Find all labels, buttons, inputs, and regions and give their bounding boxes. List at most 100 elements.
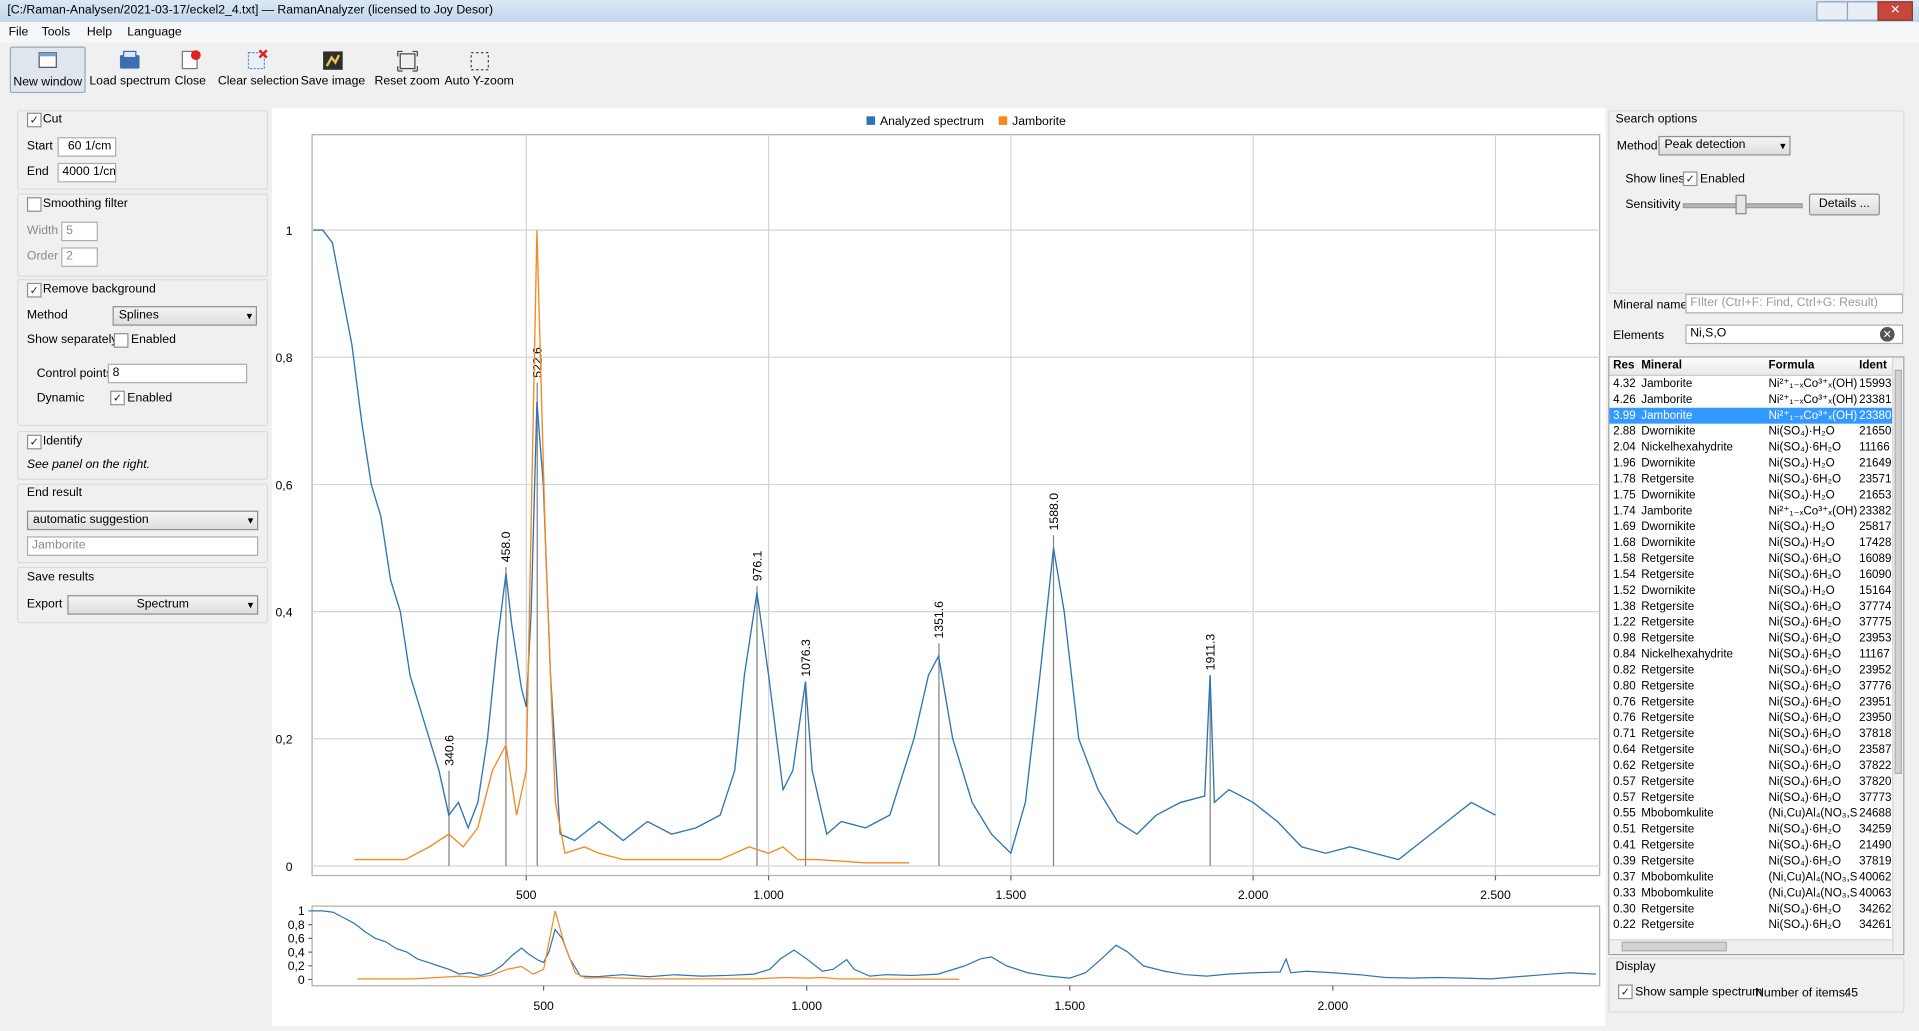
table-row[interactable]: 0.30 Retgersite Ni(SO₄)·6H₂O 34262 (1609, 901, 1892, 917)
table-row[interactable]: 1.38 Retgersite Ni(SO₄)·6H₂O 37774 (1609, 599, 1892, 615)
checkbox[interactable]: ✓ (1682, 171, 1698, 187)
table-row[interactable]: 0.41 Retgersite Ni(SO₄)·6H₂O 21490 (1609, 838, 1892, 854)
column-header[interactable]: Formula (1768, 358, 1815, 373)
table-row[interactable]: 1.22 Retgersite Ni(SO₄)·6H₂O 37775 (1609, 615, 1892, 631)
dropdown[interactable]: Spectrum (67, 595, 259, 615)
table-row[interactable]: 0.55 Mbobomkulite (Ni,Cu)Al₄(NO₃,SO₄)₂2468… (1609, 806, 1892, 822)
dropdown[interactable]: Splines (112, 306, 258, 326)
menu-item[interactable]: Language (127, 25, 182, 40)
table-row[interactable]: 1.96 Dwornikite Ni(SO₄)·H₂O 21649 (1609, 456, 1892, 472)
table-cell: Retgersite (1641, 615, 1695, 630)
checkbox[interactable] (26, 197, 42, 212)
toolbar-button[interactable]: Clear selection (218, 47, 299, 91)
table-row[interactable]: 0.51 Retgersite Ni(SO₄)·6H₂O 34259 (1609, 822, 1892, 838)
table-header: Res Mineral Formula Ident (1609, 357, 1893, 376)
toolbar-button[interactable]: Reset zoom (375, 47, 440, 91)
table-row[interactable]: 0.82 Retgersite Ni(SO₄)·6H₂O 23952 (1609, 662, 1892, 678)
toolbar-button[interactable]: Auto Y-zoom (444, 47, 514, 91)
spinbox[interactable]: 4000 1/cm (57, 162, 117, 183)
table-row[interactable]: 4.26 Jamborite Ni²⁺₁₋ₓCo³⁺ₓ(OH)₂ 23381 (1609, 392, 1892, 408)
spectrum-line (354, 230, 910, 864)
toolbar-button[interactable]: Save image (300, 47, 366, 91)
table-cell: 16090 (1859, 568, 1892, 582)
checkbox[interactable]: ✓ (26, 282, 42, 298)
minimize-button[interactable] (1816, 1, 1849, 21)
table-cell: Retgersite (1641, 695, 1695, 709)
label: End (26, 165, 49, 179)
table-row[interactable]: 0.33 Mbobomkulite (Ni,Cu)Al₄(NO₃,SO₄)₂4006… (1609, 885, 1892, 901)
table-cell: 37819 (1859, 854, 1892, 869)
maximize-button[interactable] (1846, 1, 1879, 21)
menu-item[interactable]: File (8, 25, 29, 40)
table-row[interactable]: 0.57 Retgersite Ni(SO₄)·6H₂O 37820 (1609, 774, 1892, 790)
table-row[interactable]: 1.68 Dwornikite Ni(SO₄)·H₂O 17428 (1609, 535, 1892, 551)
peak-label: 1911.3 (1203, 634, 1217, 671)
table-row[interactable]: 0.37 Mbobomkulite (Ni,Cu)Al₄(NO₃,SO₄)₂4006… (1609, 869, 1892, 885)
scroll-thumb[interactable] (1894, 369, 1902, 774)
toolbar-button[interactable]: Close (173, 47, 208, 91)
peak-label: 458.0 (499, 531, 513, 562)
table-row[interactable]: 2.04 Nickelhexahydrite Ni(SO₄)·6H₂O 11166 (1609, 440, 1892, 456)
table-cell: (Ni,Cu)Al₄(NO₃,SO₄)₂ (1768, 870, 1857, 885)
spinbox[interactable]: 60 1/cm (57, 137, 117, 157)
checkbox[interactable]: ✓ (26, 112, 42, 128)
checkbox[interactable]: ✓ (110, 390, 125, 406)
table-row[interactable]: 0.22 Retgersite Ni(SO₄)·6H₂O 34261 (1609, 917, 1892, 933)
toolbar-button[interactable]: New window (9, 46, 86, 94)
label: Method (26, 308, 68, 323)
table-row[interactable]: 0.57 Retgersite Ni(SO₄)·6H₂O 37773 (1609, 790, 1892, 806)
spinbox[interactable]: 8 (107, 363, 248, 384)
table-row[interactable]: 3.99 Jamborite Ni²⁺₁₋ₓCo³⁺ₓ(OH)₂ 23380 (1609, 407, 1893, 424)
checkbox[interactable]: ✓ (1617, 984, 1633, 1000)
table-row[interactable]: 0.84 Nickelhexahydrite Ni(SO₄)·6H₂O 11167 (1609, 647, 1892, 663)
table-row[interactable]: 0.71 Retgersite Ni(SO₄)·6H₂O 37818 (1609, 726, 1892, 742)
table-row[interactable]: 0.39 Retgersite Ni(SO₄)·6H₂O 37819 (1609, 853, 1892, 869)
table-row[interactable]: 2.88 Dwornikite Ni(SO₄)·H₂O 21650 (1609, 424, 1892, 440)
label: Width (26, 224, 59, 238)
table-row[interactable]: 0.98 Retgersite Ni(SO₄)·6H₂O 23953 (1609, 631, 1892, 647)
menu-item[interactable]: Tools (41, 25, 71, 40)
table-cell: Mbobomkulite (1641, 870, 1714, 885)
details-button[interactable]: Details ... (1808, 193, 1880, 216)
dropdown[interactable]: Peak detection (1658, 135, 1791, 156)
table-row[interactable]: 1.54 Retgersite Ni(SO₄)·6H₂O 16090 (1609, 567, 1892, 583)
horizontal-scrollbar[interactable] (1609, 939, 1893, 954)
menu-item[interactable]: Help (86, 25, 113, 40)
table-row[interactable]: 0.80 Retgersite Ni(SO₄)·6H₂O 37776 (1609, 678, 1892, 694)
table-row[interactable]: 1.78 Retgersite Ni(SO₄)·6H₂O 23571 (1609, 471, 1892, 487)
dropdown[interactable]: automatic suggestion (26, 510, 259, 531)
toolbar-button[interactable]: Load spectrum (89, 47, 170, 91)
table-row[interactable]: 0.64 Retgersite Ni(SO₄)·6H₂O 23587 (1609, 742, 1892, 758)
close-button[interactable]: ✕ (1877, 1, 1913, 21)
table-cell: 23382 (1859, 504, 1892, 518)
table-row[interactable]: 1.52 Dwornikite Ni(SO₄)·H₂O 15164 (1609, 583, 1892, 599)
column-header[interactable]: Res (1613, 358, 1635, 373)
clear-button[interactable]: ✕ (1879, 326, 1895, 342)
toolbar-icon (247, 49, 268, 70)
table-row[interactable]: 1.58 Retgersite Ni(SO₄)·6H₂O 16089 (1609, 551, 1892, 567)
elements-field[interactable]: Ni,S,O (1685, 324, 1904, 345)
window-controls: ✕ (1816, 1, 1913, 21)
table-cell: 0.84 (1613, 647, 1636, 662)
y-tick-label: 0,8 (288, 918, 305, 932)
x-tick-label: 2.500 (1480, 888, 1511, 902)
scroll-thumb[interactable] (1621, 941, 1727, 952)
filter-field[interactable]: FIlter (Ctrl+F: Find, Ctrl+G: Result) (1685, 293, 1904, 314)
table-row[interactable]: 0.76 Retgersite Ni(SO₄)·6H₂O 23950 (1609, 710, 1892, 726)
table-row[interactable]: 1.75 Dwornikite Ni(SO₄)·H₂O 21653 (1609, 487, 1892, 503)
table-row[interactable]: 1.69 Dwornikite Ni(SO₄)·H₂O 25817 (1609, 519, 1892, 535)
table-row[interactable]: 0.76 Retgersite Ni(SO₄)·6H₂O 23951 (1609, 694, 1892, 710)
legend-swatch (998, 116, 1008, 125)
table-row[interactable]: 0.62 Retgersite Ni(SO₄)·6H₂O 37822 (1609, 758, 1892, 774)
checkbox[interactable] (113, 333, 129, 348)
column-header[interactable]: Mineral (1641, 358, 1682, 373)
table-row[interactable]: 4.32 Jamborite Ni²⁺₁₋ₓCo³⁺ₓ(OH)₂ 15993 (1609, 376, 1892, 392)
toolbar-label: New window (13, 75, 83, 90)
table-cell: 23953 (1859, 631, 1892, 646)
checkbox[interactable]: ✓ (26, 434, 42, 450)
table-row[interactable]: 1.74 Jamborite Ni²⁺₁₋ₓCo³⁺ₓ(OH)₂ 23382 (1609, 503, 1892, 519)
column-header[interactable]: Ident (1859, 358, 1887, 373)
slider-handle[interactable] (1735, 194, 1747, 215)
vertical-scrollbar[interactable] (1892, 357, 1904, 953)
table-cell: Retgersite (1641, 854, 1695, 869)
